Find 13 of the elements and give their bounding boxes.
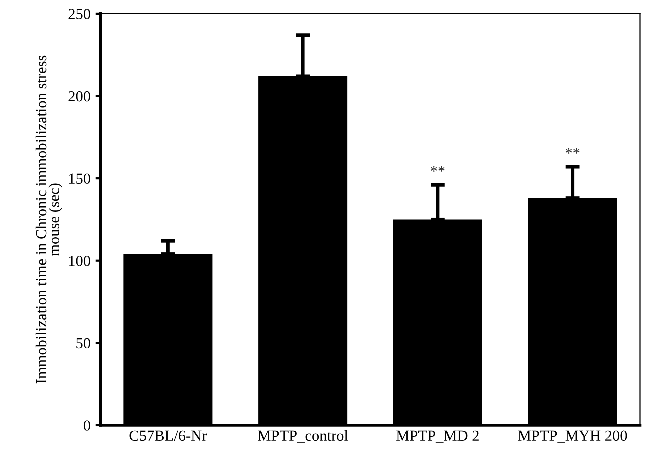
y-tick-label: 100	[69, 256, 90, 266]
x-tick-label: C57BL/6-Nr	[130, 430, 208, 442]
y-tick-label: 250	[68, 9, 90, 20]
annotation: **	[566, 148, 580, 154]
y-axis-title: Immobilization time in Chronic immobilization stress mouse (sec)	[36, 56, 63, 384]
x-tick-label: MPTP_MYH 200	[518, 430, 628, 443]
y-tick-label: 50	[76, 338, 90, 349]
annotation: **	[431, 166, 445, 172]
y-tick-label: 0	[84, 420, 90, 431]
y-tick-label: 150	[69, 174, 90, 184]
y-tick-label: 200	[68, 91, 90, 102]
x-tick-label: MPTP_control	[258, 430, 348, 443]
x-tick-label: MPTP_MD 2	[396, 430, 479, 443]
